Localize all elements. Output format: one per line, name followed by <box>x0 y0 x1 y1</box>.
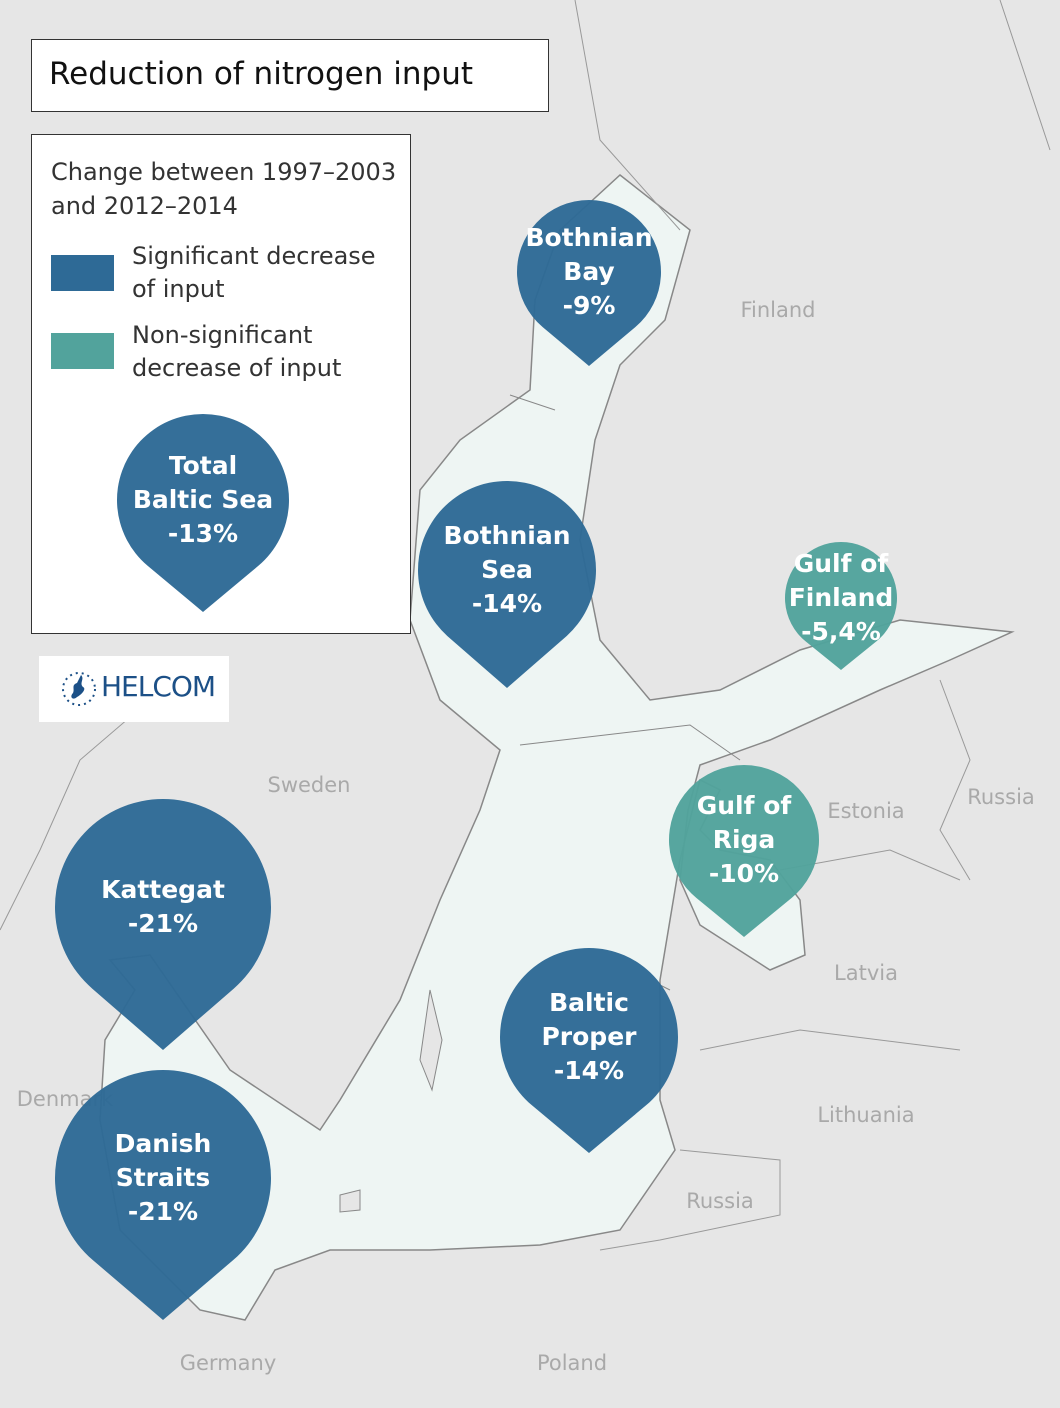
legend-swatch-significant <box>51 255 114 291</box>
region-name-line: Finland <box>788 583 894 612</box>
region-value: -10% <box>708 859 780 888</box>
region-value: -13% <box>167 519 239 548</box>
region-value: -21% <box>127 1197 199 1226</box>
country-label-finland: Finland <box>740 298 816 322</box>
region-pin-label: Danish Straits -21% <box>55 1127 271 1229</box>
region-name-line: Baltic Sea <box>132 485 274 514</box>
region-pin-kattegat: Kattegat -21% <box>55 799 272 1050</box>
helcom-logo: HELCOM <box>39 656 229 722</box>
region-pin-gulf-of-finland: Gulf of Finland -5,4% <box>785 542 897 670</box>
legend-period: Change between 1997–2003 and 2012–2014 <box>51 158 397 220</box>
region-name-line: Kattegat <box>101 875 225 904</box>
region-pin-total: Total Baltic Sea -13% <box>117 414 289 612</box>
country-label-latvia: Latvia <box>834 961 898 985</box>
region-pin-baltic-proper: Baltic Proper -14% <box>500 948 678 1153</box>
region-name-line: Baltic <box>549 988 629 1017</box>
map-marker-icon <box>55 1070 272 1320</box>
helcom-emblem-icon <box>62 672 96 706</box>
region-value: -9% <box>562 291 616 320</box>
region-pin-label: Kattegat -21% <box>55 873 271 941</box>
map-marker-icon <box>517 200 661 366</box>
region-pin-danish-straits: Danish Straits -21% <box>55 1070 272 1320</box>
map-marker-icon <box>669 765 819 937</box>
region-pin-gulf-of-riga: Gulf of Riga -10% <box>669 765 819 937</box>
region-value: -21% <box>127 909 199 938</box>
region-name-line: Riga <box>712 825 776 854</box>
map-marker-icon <box>117 414 289 612</box>
map-title: Reduction of nitrogen input <box>49 56 473 92</box>
legend-swatch-non-significant <box>51 333 114 369</box>
region-pin-label: Bothnian Bay -9% <box>517 221 661 323</box>
region-name-line: Bay <box>563 257 615 286</box>
country-label-russia: Russia <box>967 785 1035 809</box>
map-marker-icon <box>418 481 596 688</box>
region-pin-label: Gulf of Finland -5,4% <box>785 547 897 649</box>
country-label-germany: Germany <box>179 1351 277 1375</box>
map-marker-icon <box>55 799 272 1050</box>
region-pin-label: Bothnian Sea -14% <box>418 519 596 621</box>
region-pin-label: Gulf of Riga -10% <box>669 789 819 891</box>
region-name-line: Danish <box>114 1129 212 1158</box>
region-name-line: Bothnian <box>525 223 653 252</box>
region-name-line: Bothnian <box>443 521 571 550</box>
map-marker-icon <box>785 542 897 670</box>
region-value: -14% <box>553 1056 625 1085</box>
country-label-sweden: Sweden <box>267 773 351 797</box>
region-name-line: Gulf of <box>793 549 889 578</box>
country-label-lithuania: Lithuania <box>817 1103 915 1127</box>
region-value: -14% <box>471 589 543 618</box>
map-title-box: Reduction of nitrogen input <box>31 39 549 112</box>
country-label-poland: Poland <box>536 1351 608 1375</box>
map-marker-icon <box>500 948 678 1153</box>
region-pin-bothnian-bay: Bothnian Bay -9% <box>517 200 661 366</box>
country-label-russia-kaliningrad: Russia <box>686 1189 754 1213</box>
helcom-logo-text: HELCOM <box>101 670 216 703</box>
region-name-line: Sea <box>481 555 533 584</box>
region-pin-bothnian-sea: Bothnian Sea -14% <box>418 481 596 688</box>
region-pin-label: Baltic Proper -14% <box>500 986 678 1088</box>
region-name-line: Total <box>168 451 238 480</box>
region-name-line: Proper <box>541 1022 637 1051</box>
country-label-estonia: Estonia <box>827 799 905 823</box>
region-name-line: Gulf of <box>696 791 792 820</box>
region-name-line: Straits <box>115 1163 211 1192</box>
legend-label-non-significant: Non-significant decrease of input <box>132 321 342 382</box>
region-value: -5,4% <box>801 617 881 646</box>
region-pin-label: Total Baltic Sea -13% <box>117 449 289 551</box>
legend-label-significant: Significant decrease of input <box>132 242 376 303</box>
